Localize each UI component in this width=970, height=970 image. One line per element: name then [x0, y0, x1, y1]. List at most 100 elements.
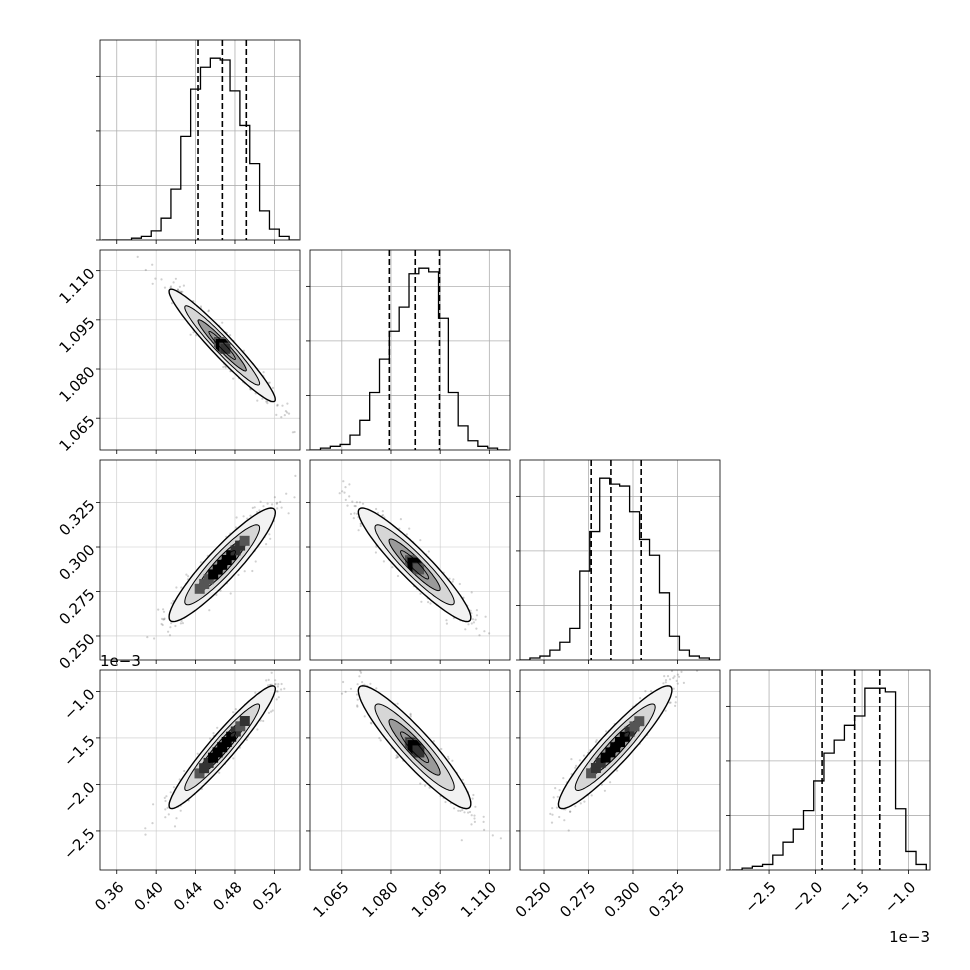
- scatter-panel-3-1: [310, 670, 510, 870]
- sample-point: [420, 600, 423, 603]
- sample-point: [146, 636, 149, 639]
- sample-point: [287, 412, 291, 415]
- sample-point: [182, 284, 185, 287]
- sample-point: [161, 623, 164, 627]
- hist-frame-3: [729, 669, 931, 871]
- sample-point: [666, 675, 670, 678]
- sample-point: [444, 800, 447, 804]
- histogram-2: [520, 477, 720, 660]
- sample-point: [160, 622, 163, 626]
- sample-point: [349, 512, 353, 516]
- sample-point: [375, 687, 378, 690]
- density-cell: [221, 737, 232, 747]
- contour-inner: [208, 550, 236, 580]
- sample-point: [181, 622, 184, 625]
- sample-point: [277, 683, 280, 686]
- sample-point: [275, 690, 278, 693]
- sample-point: [344, 690, 347, 694]
- sample-point: [356, 704, 359, 707]
- sample-point: [153, 637, 156, 640]
- contour-inner: [208, 330, 236, 360]
- sample-point: [419, 539, 422, 542]
- sample-point: [175, 817, 178, 820]
- sample-point: [396, 756, 399, 759]
- sample-point: [207, 309, 210, 312]
- sample-point: [268, 381, 271, 384]
- sample-point: [163, 286, 167, 289]
- sample-point: [491, 834, 494, 837]
- sample-point: [311, 481, 313, 483]
- sample-point: [274, 679, 277, 682]
- sample-point: [484, 615, 487, 618]
- sample-point: [478, 634, 481, 637]
- sample-point: [467, 811, 470, 814]
- sample-point: [370, 722, 373, 725]
- sample-point: [469, 609, 472, 612]
- sample-point: [163, 617, 166, 620]
- sample-point: [569, 810, 572, 813]
- sample-point: [475, 609, 478, 612]
- sample-point: [458, 582, 461, 586]
- sample-point: [180, 290, 183, 293]
- scatter-panel-2-0: [100, 460, 315, 660]
- sample-point: [234, 708, 237, 711]
- sample-point: [552, 796, 555, 799]
- sample-point: [242, 515, 245, 518]
- sample-point: [269, 537, 272, 540]
- sample-point: [474, 618, 477, 621]
- sample-point: [179, 622, 182, 625]
- sample-point: [355, 693, 359, 696]
- sample-point: [340, 692, 344, 695]
- density-cell: [220, 343, 231, 354]
- sample-point: [276, 501, 279, 504]
- sample-point: [187, 575, 190, 578]
- sample-point: [285, 666, 287, 668]
- sample-point: [313, 467, 315, 469]
- sample-point: [556, 795, 559, 798]
- sample-point: [475, 614, 479, 617]
- sample-point: [273, 496, 276, 499]
- scatter-frame-2-0: [99, 459, 301, 661]
- density-cell: [194, 768, 205, 779]
- density-cell: [414, 564, 425, 575]
- sample-point: [243, 570, 246, 573]
- sample-point: [157, 608, 160, 611]
- sample-point: [473, 814, 476, 817]
- sample-point: [199, 561, 202, 564]
- sample-point: [267, 711, 271, 715]
- contour-inner: [400, 731, 430, 764]
- hist-frame-1: [309, 249, 511, 451]
- sample-point: [144, 268, 147, 272]
- hist-panel-1: [310, 250, 510, 450]
- sample-point: [166, 806, 169, 810]
- sample-point: [271, 386, 275, 389]
- sample-point: [359, 671, 363, 674]
- sample-point: [474, 805, 477, 808]
- sample-point: [563, 819, 566, 822]
- sample-point: [276, 404, 279, 407]
- sample-point: [452, 578, 455, 581]
- sample-point: [482, 820, 485, 824]
- sample-point: [232, 757, 235, 760]
- hist-panel-0: [100, 40, 300, 240]
- sample-point: [180, 619, 183, 623]
- sample-point: [361, 681, 364, 684]
- density-cell: [203, 757, 214, 768]
- sample-point: [445, 619, 448, 622]
- density-cell: [230, 726, 241, 737]
- sample-point: [277, 696, 280, 699]
- sample-point: [170, 602, 173, 605]
- sample-point: [291, 431, 294, 434]
- sample-point: [169, 791, 172, 794]
- sample-point: [232, 711, 235, 714]
- sample-point: [558, 789, 561, 792]
- sample-point: [208, 609, 211, 612]
- sample-point: [216, 726, 219, 729]
- sample-point: [471, 797, 474, 800]
- sample-point: [136, 255, 139, 258]
- density-cell: [217, 742, 228, 753]
- sample-point: [254, 691, 257, 694]
- sample-point: [499, 837, 502, 840]
- sample-point: [249, 388, 252, 391]
- sample-point: [164, 799, 167, 803]
